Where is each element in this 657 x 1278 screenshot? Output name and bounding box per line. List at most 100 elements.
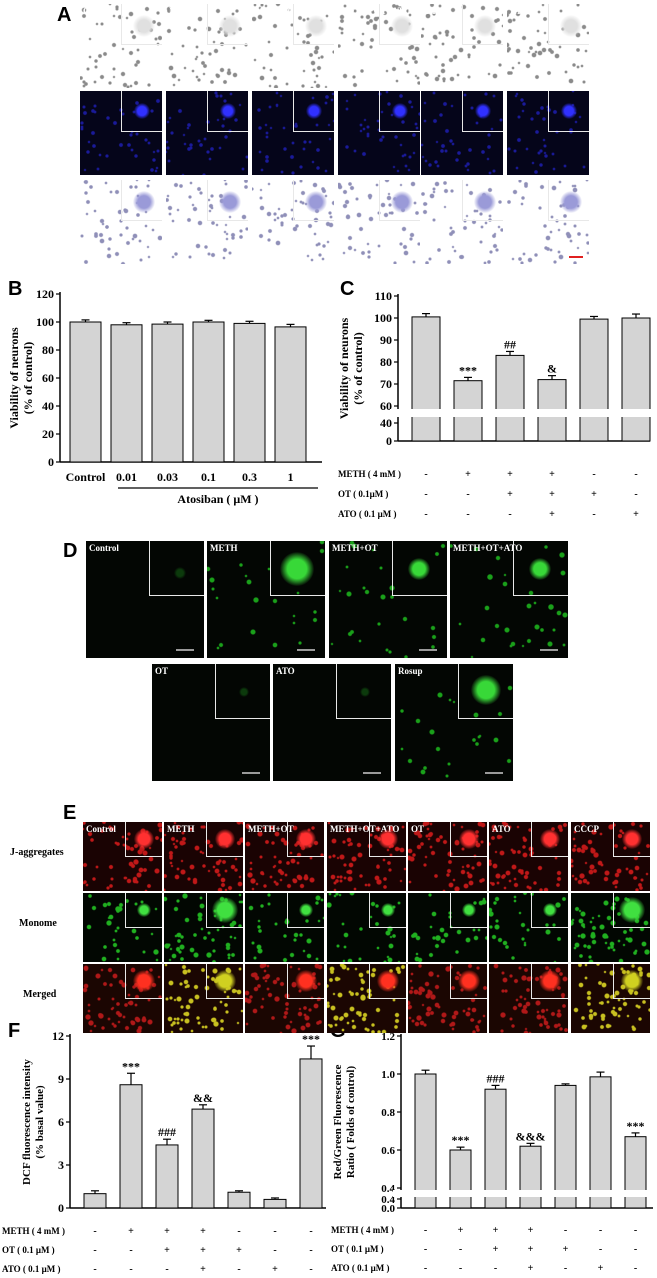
significance-label: *** [459,363,477,377]
cell-blob [408,558,430,580]
panel-letter-d: D [63,540,78,562]
zoom-inset [513,541,568,596]
cell-blob [560,15,582,37]
x-tick-label: 0.03 [157,470,178,484]
bar [624,1136,647,1209]
cell-blob [134,829,154,849]
cell-blob [360,687,370,697]
zoom-inset [613,964,650,999]
panel-d-tile: Rosup [395,664,513,781]
condition-mark: - [93,1264,96,1275]
condition-mark: + [507,489,513,500]
zoom-inset [125,893,162,928]
cell-blob [280,552,314,586]
zoom-inset [125,964,162,999]
condition-mark: + [598,1263,604,1274]
condition-mark: + [236,1245,242,1256]
cell-blob [619,897,645,923]
condition-mark: - [466,509,469,520]
bar [299,1058,323,1209]
condition-mark: - [424,1244,427,1255]
zoom-inset [613,893,650,928]
condition-label: ATO ( 0.1 μM ) [2,1264,61,1274]
bar [263,1198,287,1209]
zoom-inset [287,822,324,857]
panel-e-tile-jagg: OT [408,822,487,891]
cell-blob [212,897,238,923]
zoom-inset [207,180,248,221]
zoom-inset [531,893,568,928]
y-axis-label-line2: (% of control) [351,332,365,404]
scale-bar [363,772,381,774]
zoom-inset [369,964,406,999]
cell-blob [133,191,155,213]
panel-letter-b: B [8,278,23,300]
cell-blob [174,567,186,579]
condition-mark: - [129,1245,132,1256]
panel-a-tile-dapi [80,91,162,175]
micrograph-label: METH+OT+ATO [330,824,400,834]
panel-e-row-label: Monome [19,918,57,929]
condition-mark: + [465,469,471,480]
cell-blob [462,903,476,917]
condition-mark: - [237,1264,240,1275]
significance-label: *** [627,1119,645,1133]
cell-blob [540,829,560,849]
panel-letter-a: A [57,4,72,26]
cell-blob [391,15,413,37]
y-tick-label: 80 [380,355,392,369]
zoom-inset [293,4,334,45]
bar [274,326,307,463]
y-tick-label: 110 [375,289,392,303]
cell-blob [220,103,236,119]
y-tick-label: 70 [380,377,392,391]
micrograph-label: OT [424,6,438,16]
condition-mark: - [424,509,427,520]
y-tick-label: 100 [36,315,54,329]
cell-blob [239,687,249,697]
condition-mark: + [128,1226,134,1237]
condition-mark: - [634,1225,637,1236]
y-tick-label: 1.2 [381,1031,395,1043]
panel-f-dcf-chart: 0 3 6 9 12 *** ### && *** DCF fluorescence intens… [2,1029,326,1275]
cell-blob [378,829,398,849]
bar [579,318,609,442]
panel-e-tile-jagg: Control [83,822,162,891]
y-tick-label: 120 [36,287,54,301]
condition-label: METH ( 4 mM ) [338,469,401,479]
significance-label: ## [504,337,516,351]
panel-e-tile-jagg: CCCP [571,822,650,891]
panel-e-tile-merg [164,964,243,1033]
cell-blob [137,903,151,917]
panel-a-tile-dapi [338,91,420,175]
cell-blob [219,191,241,213]
panel-e-row-label: J-aggregates [10,847,64,858]
micrograph-label: METH [169,6,197,16]
condition-mark: - [309,1245,312,1256]
condition-mark: - [424,489,427,500]
bar [151,323,184,463]
bar [554,1084,577,1209]
y-tick-label: 40 [42,399,54,413]
micrograph-label: OT [155,666,169,676]
significance-label: & [547,362,557,376]
condition-mark: + [200,1226,206,1237]
panel-e-tile-merg [408,964,487,1033]
cell-blob [543,903,557,917]
condition-mark: + [591,489,597,500]
scale-bar [242,772,260,774]
condition-mark: + [272,1264,278,1275]
y-tick-label: 80 [42,343,54,357]
panel-letter-f: F [8,1020,21,1042]
y-tick-label: 90 [380,333,392,347]
panel-e-tile-merg [245,964,324,1033]
cell-blob [381,903,395,917]
zoom-inset [206,822,243,857]
micrograph-label: METH+OT+ATO [453,543,523,553]
panel-e-tile-jagg: METH+OT [245,822,324,891]
zoom-inset [379,180,420,221]
zoom-inset [450,964,487,999]
condition-mark: - [592,509,595,520]
condition-mark: - [634,489,637,500]
panel-a-tile-merged [507,180,589,264]
